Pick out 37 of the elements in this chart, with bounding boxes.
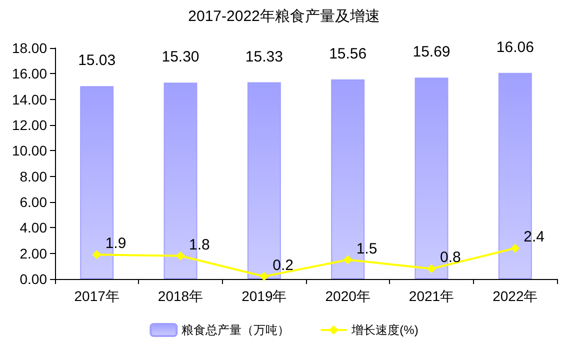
data-label: 15.56 [329,45,367,62]
data-label: 16.06 [496,38,534,56]
legend-label: 增长速度(%) [350,323,418,337]
data-label: 1.8 [189,236,210,254]
point [176,251,185,260]
data-label: 15.33 [245,48,283,66]
data-label: 0.8 [440,249,461,266]
data-label: 0.2 [272,256,294,274]
y-tick-label: 4.00 [20,220,48,236]
y-tick-label: 12.00 [12,117,48,133]
y-tick-label: 14.00 [12,91,48,108]
point [343,255,352,264]
y-tick-label: 18.00 [12,40,48,56]
x-tick-label: 2018年 [158,288,204,304]
data-label: 15.69 [412,44,450,61]
y-tick-label: 16.00 [12,66,48,82]
x-tick-label: 2020年 [325,288,370,304]
x-tick-label: 2019年 [242,288,287,304]
x-tick-label: 2021年 [408,288,454,304]
data-label: 2.4 [524,228,545,246]
y-tick-label: 0.00 [20,271,48,287]
legend-label: 粮食总产量（万吨） [182,323,290,337]
y-tick-label: 2.00 [20,245,48,262]
point [92,250,102,260]
x-tick-label: 2017年 [74,288,120,304]
y-tick-label: 8.00 [20,168,48,184]
data-label: 15.03 [78,52,116,70]
data-label: 1.5 [356,240,378,258]
data-label: 15.30 [162,48,200,66]
point [260,272,269,281]
point [510,244,520,253]
point [427,264,436,274]
x-tick-label: 2022年 [492,288,538,304]
data-label: 1.9 [105,235,126,252]
chart-title: 2017-2022年粮食产量及增速 [188,8,380,25]
y-tick-label: 6.00 [20,194,48,210]
y-tick-label: 10.00 [12,142,48,159]
